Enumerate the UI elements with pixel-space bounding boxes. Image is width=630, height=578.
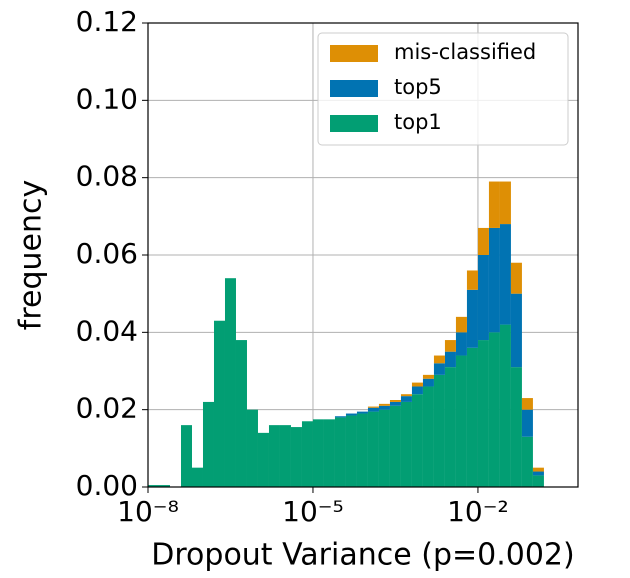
- y-axis-label: frequency: [14, 180, 49, 330]
- bar: [367, 411, 379, 487]
- bar: [499, 224, 511, 325]
- bar: [521, 436, 533, 487]
- bar: [521, 398, 533, 410]
- bar: [345, 413, 357, 416]
- bar: [455, 355, 467, 487]
- legend-label: top5: [394, 75, 442, 99]
- bar: [499, 181, 511, 225]
- legend-swatch: [330, 45, 378, 62]
- bar: [499, 324, 511, 487]
- bar: [532, 467, 544, 472]
- legend-label: top1: [394, 110, 442, 134]
- x-axis-label: Dropout Variance (p=0.002): [151, 538, 574, 573]
- bar: [488, 181, 500, 228]
- y-tick-label: 0.12: [76, 5, 138, 38]
- y-tick-label: 0.10: [76, 82, 138, 115]
- bar: [389, 401, 401, 406]
- bar: [422, 386, 434, 487]
- bar: [433, 355, 445, 364]
- bar: [246, 409, 258, 487]
- bar: [433, 374, 445, 487]
- bar: [532, 471, 544, 476]
- bar: [367, 407, 379, 412]
- bar: [180, 425, 192, 487]
- plot-frame: [147, 22, 579, 488]
- bar: [202, 401, 214, 487]
- y-tick-label: 0.02: [76, 392, 138, 425]
- bar: [191, 467, 203, 487]
- legend-swatch: [330, 80, 378, 97]
- legend-label: mis-classified: [394, 40, 536, 64]
- bar: [411, 382, 423, 387]
- bar: [378, 409, 390, 487]
- bar: [323, 419, 335, 487]
- bar: [378, 405, 390, 410]
- bar: [312, 419, 324, 487]
- bar: [290, 427, 302, 487]
- bar: [466, 270, 478, 290]
- bar: [477, 255, 489, 341]
- bar: [488, 332, 500, 487]
- x-tick-label: 10⁻⁸: [117, 495, 179, 528]
- bar: [510, 293, 522, 368]
- bar: [422, 374, 434, 379]
- bar: [367, 406, 379, 408]
- bar: [224, 278, 236, 487]
- bar: [411, 394, 423, 487]
- x-tick-label: 10⁻²: [447, 495, 509, 528]
- bar: [444, 351, 456, 368]
- bar: [488, 227, 500, 333]
- y-tick-label: 0.00: [76, 469, 138, 502]
- bar: [455, 332, 467, 356]
- bar: [510, 262, 522, 294]
- bar: [411, 386, 423, 395]
- bar: [279, 425, 291, 487]
- bar: [356, 413, 368, 487]
- bar: [235, 340, 247, 487]
- bar: [356, 411, 368, 414]
- legend-swatch: [330, 115, 378, 132]
- y-tick-label: 0.04: [76, 314, 138, 347]
- bar: [400, 401, 412, 487]
- bar: [301, 421, 313, 487]
- y-tick-label: 0.08: [76, 160, 138, 193]
- bar: [477, 340, 489, 487]
- legend: mis-classified top5 top1: [317, 32, 569, 146]
- bar: [389, 400, 401, 402]
- bar: [466, 289, 478, 348]
- x-tick-label: 10⁻⁵: [282, 495, 344, 528]
- bar: [466, 347, 478, 487]
- bar: [257, 432, 269, 487]
- bar: [389, 405, 401, 487]
- bar: [268, 425, 280, 487]
- bar: [433, 363, 445, 375]
- bar: [422, 378, 434, 387]
- bar: [345, 415, 357, 487]
- bar: [477, 227, 489, 255]
- bar: [334, 416, 346, 418]
- bar: [378, 403, 390, 406]
- bar: [158, 485, 170, 487]
- bar: [510, 367, 522, 487]
- y-tick-label: 0.06: [76, 237, 138, 270]
- bar: [400, 396, 412, 402]
- bar: [148, 485, 159, 487]
- bar: [444, 340, 456, 352]
- bar: [334, 417, 346, 487]
- bar: [400, 394, 412, 397]
- bar: [455, 316, 467, 333]
- bar: [444, 367, 456, 487]
- bar: [213, 320, 225, 487]
- bar: [532, 475, 544, 487]
- legend-box: [317, 32, 569, 146]
- bar: [521, 409, 533, 437]
